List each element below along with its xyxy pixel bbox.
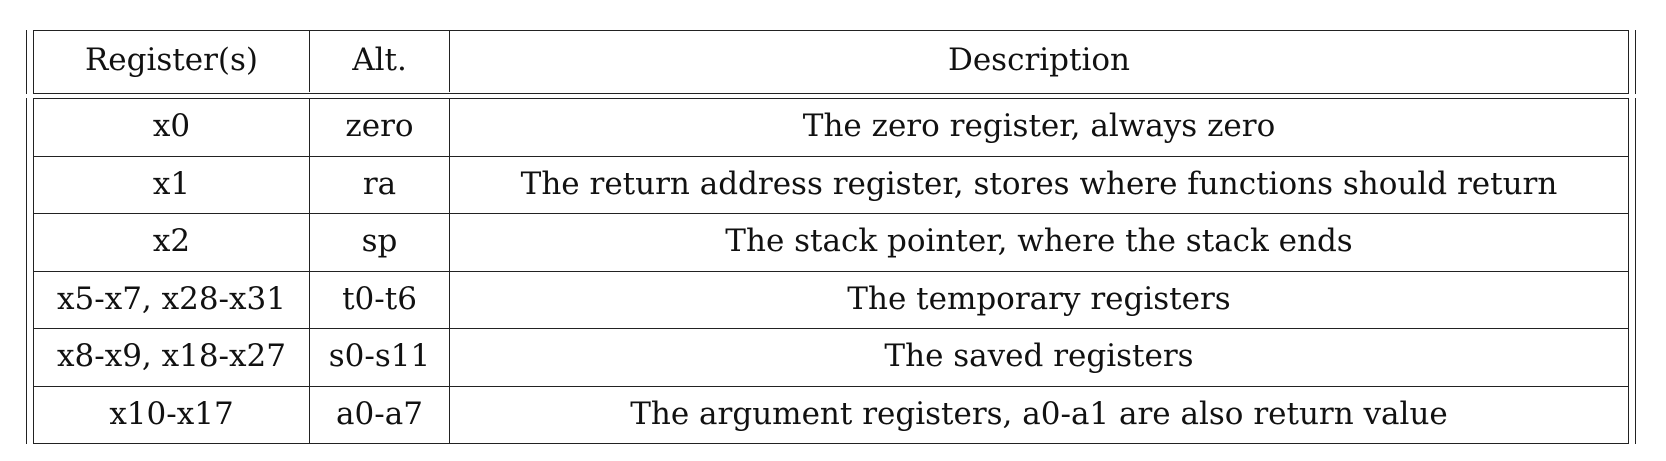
cell-description: The stack pointer, where the stack ends xyxy=(725,223,1353,260)
cell-description: The zero register, always zero xyxy=(802,108,1276,145)
right-double-rule xyxy=(1628,30,1636,94)
cell-description: The return address register, stores wher… xyxy=(520,165,1558,202)
cell-description: The saved registers xyxy=(884,338,1194,375)
cell-description: The argument registers, a0-a1 are also r… xyxy=(630,396,1448,433)
header-row: Register(s) Alt. Description xyxy=(34,31,1628,92)
header-alt: Alt. xyxy=(310,31,450,92)
table-row: x10-x17 a0-a7 The argument registers, a0… xyxy=(34,386,1628,444)
table-row: x2 sp The stack pointer, where the stack… xyxy=(34,214,1628,272)
table-row: x1 ra The return address register, store… xyxy=(34,156,1628,214)
cell-registers: x8-x9, x18-x27 xyxy=(34,329,310,386)
cell-description: The temporary registers xyxy=(847,280,1231,317)
table-body: x0 zero The zero register, always zero x… xyxy=(26,98,1636,444)
header-frame: Register(s) Alt. Description xyxy=(34,30,1628,94)
cell-registers: x5-x7, x28-x31 xyxy=(34,271,310,328)
table-header: Register(s) Alt. Description xyxy=(26,30,1636,94)
cell-alt: zero xyxy=(310,99,450,156)
cell-alt: a0-a7 xyxy=(310,386,450,444)
cell-registers: x10-x17 xyxy=(34,386,310,444)
table-row: x0 zero The zero register, always zero xyxy=(34,99,1628,157)
register-table: Register(s) Alt. Description x0 zero The… xyxy=(26,30,1636,444)
left-double-rule xyxy=(26,30,34,94)
cell-registers: x0 xyxy=(34,99,310,156)
body-frame: x0 zero The zero register, always zero x… xyxy=(34,98,1628,444)
cell-alt: t0-t6 xyxy=(310,271,450,328)
header-description: Description xyxy=(947,41,1131,78)
header-registers: Register(s) xyxy=(34,31,310,92)
cell-registers: x1 xyxy=(34,156,310,213)
table-row: x8-x9, x18-x27 s0-s11 The saved register… xyxy=(34,329,1628,387)
cell-alt: ra xyxy=(310,156,450,213)
table-row: x5-x7, x28-x31 t0-t6 The temporary regis… xyxy=(34,271,1628,329)
cell-registers: x2 xyxy=(34,214,310,271)
right-double-rule xyxy=(1628,98,1636,444)
left-double-rule xyxy=(26,98,34,444)
cell-alt: sp xyxy=(310,214,450,271)
cell-alt: s0-s11 xyxy=(310,329,450,386)
